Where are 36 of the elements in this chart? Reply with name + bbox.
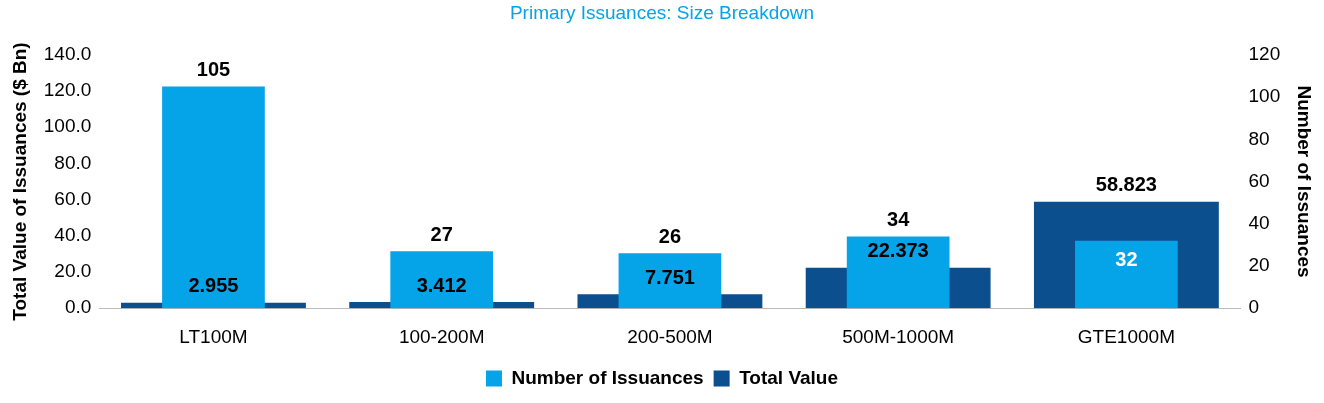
data-label: 105 xyxy=(196,57,231,80)
y-tick-label: 20.0 xyxy=(54,260,92,282)
y-tick-label: 40.0 xyxy=(54,224,92,246)
y-axis-title: Total Value of Issuances ($ Bn) xyxy=(8,42,30,321)
data-label: 26 xyxy=(658,224,682,247)
data-label: 3.412 xyxy=(416,273,467,296)
y2-tick-label: 40 xyxy=(1248,211,1270,233)
data-label: 22.373 xyxy=(867,239,929,262)
y2-tick-label: 20 xyxy=(1248,254,1270,276)
data-label: 58.823 xyxy=(1095,173,1157,196)
y-tick-label: 80.0 xyxy=(54,151,92,173)
y2-tick-label: 60 xyxy=(1248,169,1270,191)
x-tick-label: 500M-1000M xyxy=(842,325,955,347)
y-tick-label: 0.0 xyxy=(64,296,92,318)
data-label: 2.955 xyxy=(188,274,239,297)
x-tick-label: 200-500M xyxy=(627,325,713,347)
bar xyxy=(1075,240,1178,309)
x-tick-label: LT100M xyxy=(179,325,248,347)
y2-tick-label: 120 xyxy=(1248,43,1281,65)
y2-tick-label: 100 xyxy=(1248,85,1281,107)
y-tick-label: 120.0 xyxy=(43,79,92,101)
legend-label: Total Value xyxy=(739,366,839,388)
y2-tick-label: 80 xyxy=(1248,127,1270,149)
x-tick-label: GTE1000M xyxy=(1077,325,1175,347)
data-label: 32 xyxy=(1115,248,1138,271)
data-label: 7.751 xyxy=(644,265,695,288)
y-tick-label: 60.0 xyxy=(54,187,92,209)
y-tick-label: 100.0 xyxy=(43,115,92,137)
y2-axis-title: Number of Issuances xyxy=(1294,85,1316,278)
y-tick-label: 140.0 xyxy=(43,43,92,65)
data-label: 27 xyxy=(430,222,453,245)
y2-tick-label: 0 xyxy=(1248,296,1260,318)
x-tick-label: 100-200M xyxy=(398,325,485,347)
chart-title: Primary Issuances: Size Breakdown xyxy=(509,1,815,23)
data-label: 34 xyxy=(887,207,911,230)
legend-label: Number of Issuances xyxy=(511,366,704,388)
